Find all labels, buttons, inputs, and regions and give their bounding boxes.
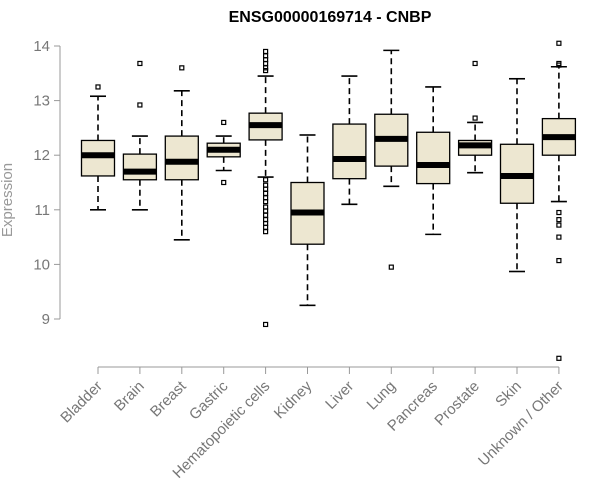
- x-tick-label: Prostate: [431, 378, 483, 430]
- iqr-box: [80, 139, 116, 177]
- y-axis: 9 10 11 12 13 14: [33, 38, 61, 328]
- outlier-point: [556, 209, 562, 216]
- y-tick-label: 11: [34, 202, 50, 219]
- y-tick-label: 9: [42, 311, 50, 328]
- outlier-point: [556, 257, 562, 264]
- box-liver: [332, 75, 367, 206]
- outlier-point: [388, 264, 394, 270]
- x-tick-label: Breast: [147, 377, 190, 420]
- y-tick-label: 10: [33, 256, 50, 273]
- outlier-point: [556, 222, 562, 228]
- outlier-point: [263, 67, 269, 74]
- box-skin: [499, 77, 535, 273]
- x-tick-label: Brain: [111, 378, 148, 415]
- outlier-point: [179, 65, 185, 71]
- box-gastric: [206, 119, 241, 186]
- x-tick-label: Lung: [364, 378, 400, 414]
- outlier-point: [263, 229, 269, 235]
- y-tick-label: 13: [33, 93, 50, 110]
- box-hematopoietic-cells: [248, 48, 283, 328]
- outlier-point: [472, 115, 478, 121]
- outlier-point: [263, 65, 269, 71]
- outlier-point: [137, 60, 143, 67]
- outlier-point: [263, 177, 269, 183]
- outlier-point: [221, 179, 227, 186]
- outlier-point: [556, 355, 562, 361]
- box-pancreas: [416, 86, 451, 236]
- outlier-point: [263, 53, 269, 59]
- outlier-point: [472, 60, 478, 67]
- box-prostate: [457, 60, 493, 174]
- outlier-point: [137, 102, 143, 108]
- y-tick-label: 14: [33, 38, 50, 55]
- outlier-point: [556, 217, 562, 223]
- outlier-point: [263, 212, 269, 218]
- x-tick-label: Bladder: [57, 378, 106, 427]
- box-brain: [122, 60, 158, 211]
- iqr-box: [122, 153, 158, 181]
- outlier-point: [556, 62, 562, 68]
- box-kidney: [290, 134, 325, 307]
- outlier-point: [221, 119, 227, 126]
- box-breast: [164, 65, 199, 241]
- x-tick-label: Kidney: [271, 377, 316, 422]
- iqr-box: [416, 131, 451, 185]
- y-axis-label: Expression: [0, 163, 16, 237]
- box-lung: [374, 49, 409, 270]
- outlier-point: [263, 199, 269, 205]
- x-tick-label: Skin: [492, 378, 525, 411]
- box-unknown-other: [541, 40, 577, 361]
- outlier-point: [556, 234, 562, 240]
- outlier-point: [95, 84, 101, 90]
- y-tick-label: 12: [33, 147, 50, 164]
- box-bladder: [80, 84, 116, 211]
- outlier-point: [263, 190, 269, 197]
- outlier-point: [556, 40, 562, 46]
- iqr-box: [332, 123, 367, 180]
- boxes-group: [80, 40, 577, 361]
- iqr-box: [164, 135, 199, 181]
- outlier-point: [263, 48, 269, 55]
- chart-title: ENSG00000169714 - CNBP: [229, 9, 432, 26]
- x-tick-label: Liver: [322, 378, 357, 413]
- outlier-point: [263, 321, 269, 328]
